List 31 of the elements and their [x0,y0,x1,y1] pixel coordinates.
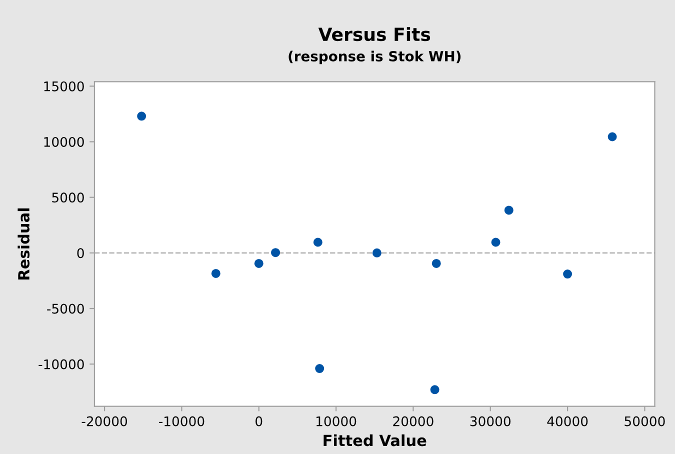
point [432,258,441,268]
x-tick-label: -20000 [82,416,128,426]
chart-subtitle: (response is Stok WH) [288,50,461,64]
point [313,238,322,247]
y-tick-label: 5000 [52,192,84,203]
x-tick-label: 20000 [393,416,434,426]
point [608,132,617,142]
x-tick-label: 40000 [547,416,588,426]
x-tick-label: 50000 [624,416,665,426]
x-tick-label: 0 [256,416,262,426]
point [211,268,220,278]
x-tick-label: -10000 [158,416,204,426]
y-tick-label: 10000 [44,136,84,147]
x-tick-label: 30000 [470,416,510,426]
chart-title: Versus Fits [318,27,430,42]
point [430,385,440,394]
point [563,270,572,279]
point [491,238,500,247]
point [315,364,324,374]
point [504,206,514,215]
point [254,258,264,268]
x-tick-label: 10000 [316,416,356,426]
y-tick-label: -10000 [38,359,84,370]
y-tick-label: 15000 [44,81,84,92]
point [271,248,280,258]
y-tick-label: -5000 [47,304,84,314]
y-tick-label: 0 [77,248,84,258]
point [137,112,146,121]
x-axis-title: Fitted Value [324,434,426,446]
y-axis-title: Residual [18,208,30,280]
point [372,248,382,258]
